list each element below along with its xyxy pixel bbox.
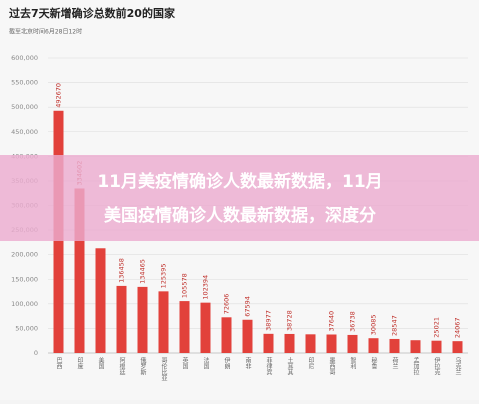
y-tick-label: 500,000 (11, 103, 38, 111)
bar (95, 248, 106, 353)
x-tick-label: 伊拉克 (433, 356, 440, 376)
value-label: 67594 (244, 296, 252, 317)
value-label: 30085 (370, 315, 378, 336)
value-label: 38728 (286, 310, 294, 331)
value-label: 37640 (328, 311, 336, 332)
value-label: 134465 (139, 259, 147, 284)
x-tick-label: 秘鲁 (370, 356, 377, 370)
bar (221, 317, 232, 353)
bar (74, 188, 85, 353)
y-tick-label: 100,000 (11, 300, 38, 308)
overlay-line: 美国疫情确诊人数最新数据，深度分 (104, 205, 376, 226)
x-tick-label: 智利 (349, 356, 356, 369)
x-tick-label: 法国 (202, 356, 209, 370)
bar (347, 334, 358, 353)
bar (179, 301, 190, 353)
bar (284, 333, 295, 353)
bar (200, 302, 211, 353)
value-label: 24067 (454, 317, 462, 338)
y-tick-label: 150,000 (11, 275, 38, 283)
value-label: 28547 (391, 315, 399, 336)
x-tick-label: 巴西 (55, 357, 62, 370)
x-tick-label: 印尼 (307, 357, 314, 370)
overlay-band (0, 155, 479, 241)
bar (452, 341, 463, 353)
x-tick-label: 印度 (76, 357, 83, 370)
overlay-line: 11月美疫情确诊人数最新数据，11月 (97, 171, 382, 192)
y-tick-label: 450,000 (11, 128, 38, 136)
x-tick-label: 美国 (97, 356, 104, 370)
y-tick-label: 50,000 (15, 324, 38, 332)
x-tick-label: 英国 (181, 356, 188, 370)
bar (305, 334, 316, 353)
y-tick-label: 550,000 (11, 79, 38, 87)
y-tick-label: 600,000 (11, 54, 38, 62)
x-tick-label: 荷兰 (391, 356, 398, 369)
x-tick-label: 阿根廷 (118, 356, 125, 376)
y-tick-label: 200,000 (11, 251, 38, 259)
bar (242, 319, 253, 353)
bar (326, 334, 337, 353)
x-tick-label: 哥伦比亚 (160, 357, 167, 381)
bar (116, 285, 127, 353)
x-tick-label: 墨西哥 (328, 357, 335, 376)
y-tick-label: 0 (34, 349, 38, 357)
x-tick-label: 俄罗斯 (139, 356, 146, 376)
x-tick-label: 伊朗 (223, 356, 230, 370)
value-label: 72606 (223, 294, 231, 315)
value-label: 25021 (433, 317, 441, 338)
x-tick-label: 菲律宾 (265, 356, 272, 376)
value-label: 38977 (265, 310, 273, 331)
value-label: 36738 (349, 311, 357, 332)
x-tick-label: 乌克兰 (454, 356, 461, 375)
bar (137, 286, 148, 353)
bar (263, 333, 274, 353)
value-label: 102394 (202, 275, 210, 300)
value-label: 136458 (118, 258, 126, 283)
chart-subtitle: 截至北京时间6月28日12时 (9, 28, 82, 36)
bar (368, 338, 379, 353)
bar (158, 291, 169, 353)
bar (389, 338, 400, 353)
x-tick-label: 土耳其 (286, 356, 293, 376)
x-tick-label: 孟加拉 (412, 356, 419, 376)
value-label: 125395 (160, 264, 168, 289)
chart-title: 过去7天新增确诊总数前20的国家 (9, 6, 176, 20)
value-label: 105578 (181, 273, 189, 298)
value-label: 492670 (55, 83, 63, 108)
bar (410, 340, 421, 353)
bar (431, 340, 442, 353)
x-tick-label: 南非 (244, 356, 251, 370)
